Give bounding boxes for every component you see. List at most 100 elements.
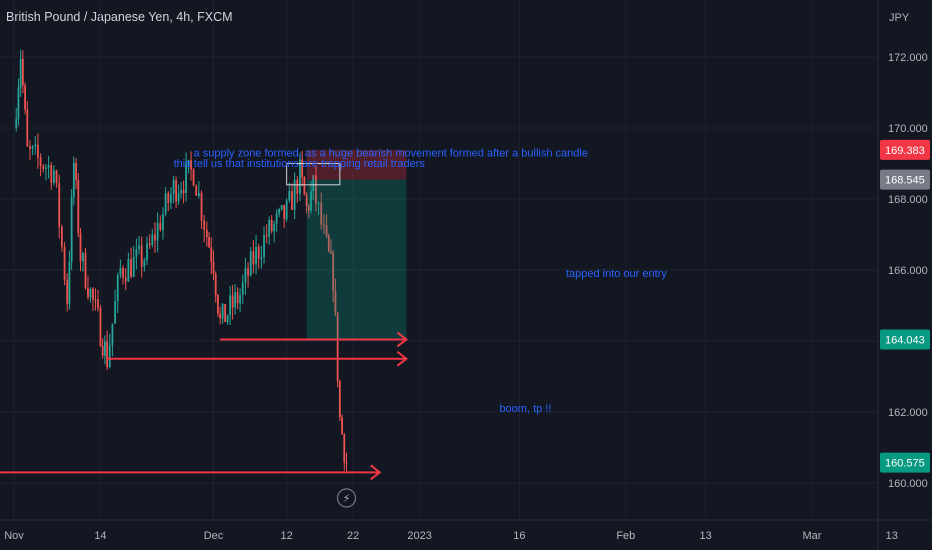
- candle-body: [108, 345, 111, 368]
- candle-body: [79, 232, 82, 262]
- candle-body: [322, 224, 325, 226]
- candle-body: [283, 205, 286, 220]
- candle-body: [305, 194, 308, 207]
- candle-body: [170, 194, 172, 203]
- candle-body: [92, 288, 94, 300]
- candle-body: [156, 223, 159, 241]
- candle-body: [325, 224, 328, 236]
- candle-body: [55, 170, 58, 184]
- candle-body: [257, 246, 260, 259]
- candle-body: [50, 165, 53, 183]
- candle-body: [151, 234, 154, 245]
- candle-body: [21, 58, 24, 86]
- y-tick-label: 170.000: [888, 123, 928, 135]
- candle-body: [177, 193, 180, 202]
- candle-body: [130, 258, 132, 277]
- candle-body: [114, 301, 116, 324]
- candle-body: [226, 315, 229, 323]
- candle-body: [82, 253, 84, 262]
- candle-body: [172, 180, 175, 195]
- candle-body: [338, 381, 341, 418]
- supply-zone-box: [286, 163, 341, 186]
- candle-body: [77, 180, 80, 233]
- candle-body: [317, 202, 320, 204]
- candle-body: [180, 190, 182, 194]
- candle-body: [185, 163, 187, 194]
- candle-body: [265, 235, 268, 237]
- candle-body: [124, 277, 127, 282]
- price-label-bg: [880, 329, 930, 350]
- lightning-icon: [336, 488, 357, 508]
- candle-body: [327, 235, 330, 252]
- candle-body: [312, 175, 315, 192]
- candle-body: [200, 192, 203, 221]
- candle-body: [273, 223, 276, 232]
- candle-body: [106, 341, 108, 368]
- price-label: 164.043: [885, 334, 925, 346]
- candle-body: [39, 157, 42, 166]
- candle-body: [320, 202, 323, 225]
- candle-body: [303, 177, 306, 195]
- candle-body: [345, 462, 348, 464]
- candle-body: [138, 245, 140, 250]
- candle-body: [60, 226, 63, 247]
- price-label-bg: [880, 139, 930, 160]
- price-label: 160.575: [885, 458, 925, 470]
- x-tick-label: 22: [347, 530, 359, 542]
- candle-body: [275, 213, 278, 224]
- candle-body: [75, 162, 77, 181]
- price-label-bg: [880, 169, 930, 190]
- price-label: 168.545: [885, 175, 925, 187]
- x-tick-label: 16: [513, 530, 525, 542]
- candle-body: [159, 223, 162, 230]
- x-tick-label: Mar: [803, 530, 822, 542]
- x-tick-label: 13: [886, 530, 898, 542]
- candle-body: [42, 165, 45, 169]
- candle-body: [17, 87, 20, 120]
- candle-body: [315, 175, 317, 204]
- candle-body: [87, 287, 89, 298]
- candle-body: [31, 146, 34, 149]
- candle-body: [205, 229, 208, 237]
- y-tick-label: 160.000: [888, 478, 928, 490]
- candle-body: [278, 209, 281, 214]
- candle-body: [307, 206, 310, 211]
- price-label-bg: [880, 452, 930, 473]
- candle-body: [299, 159, 301, 194]
- candle-body: [280, 205, 283, 210]
- candle-body: [203, 220, 206, 230]
- candle-body: [111, 323, 114, 346]
- x-tick-label: Dec: [204, 530, 224, 542]
- chart-title: British Pound / Japanese Yen, 4h, FXCM: [6, 10, 233, 24]
- candle-body: [296, 179, 299, 194]
- candle-body: [135, 249, 138, 257]
- level-arrow-head: [370, 464, 382, 481]
- candle-body: [29, 146, 31, 149]
- candle-body: [132, 256, 135, 277]
- x-tick-label: 13: [699, 530, 711, 542]
- x-tick-label: 2023: [407, 530, 431, 542]
- candle-body: [148, 243, 151, 245]
- candle-body: [336, 312, 339, 382]
- annotation-text: a supply zone formed, as a huge bearish …: [194, 147, 588, 159]
- candle-body: [219, 313, 222, 319]
- candle-body: [68, 261, 71, 304]
- candle-body: [244, 268, 247, 283]
- candle-body: [239, 295, 241, 304]
- candle-body: [182, 190, 185, 194]
- candle-body: [249, 251, 252, 276]
- candle-body: [175, 180, 177, 202]
- candle-body: [263, 235, 265, 258]
- candle-body: [217, 295, 219, 314]
- candle-body: [122, 267, 124, 278]
- y-tick-label: 162.000: [888, 407, 928, 419]
- candle-body: [103, 341, 106, 356]
- x-tick-label: Feb: [616, 530, 635, 542]
- x-tick-label: Nov: [4, 530, 24, 542]
- candle-body: [310, 191, 312, 211]
- candle-body: [255, 246, 257, 265]
- candle-body: [116, 274, 119, 302]
- candle-body: [224, 303, 227, 323]
- annotation-text: boom, tp !!: [499, 403, 551, 415]
